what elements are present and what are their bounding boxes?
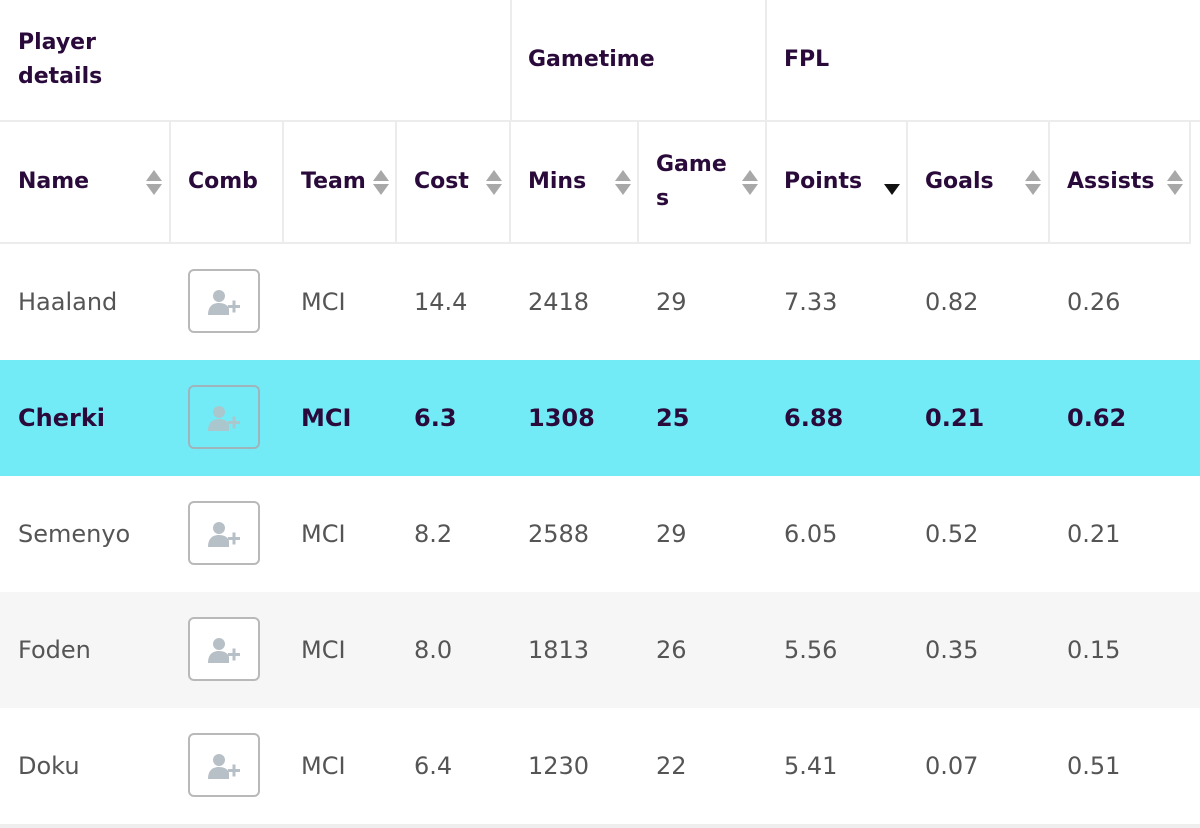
- group-player-details-label: Player details: [18, 30, 103, 89]
- column-header-cost[interactable]: Cost: [396, 122, 511, 244]
- goals-cell: 0.35: [925, 636, 979, 664]
- add-user-icon: [208, 754, 240, 779]
- add-player-button[interactable]: [188, 269, 260, 333]
- mins-cell: 1230: [528, 752, 590, 780]
- add-player-button[interactable]: [188, 385, 260, 449]
- points-cell: 5.56: [784, 636, 838, 664]
- sort-arrows-icon[interactable]: [146, 170, 162, 196]
- column-header-goals-label: Goals: [925, 169, 994, 194]
- points-cell: 6.05: [784, 520, 838, 548]
- add-player-button[interactable]: [188, 733, 260, 797]
- group-fpl: FPL: [766, 0, 1200, 122]
- player-name[interactable]: Doku: [18, 752, 80, 780]
- table-row[interactable]: Haaland MCI 14.4 2418 29 7.33 0.82 0.26: [0, 244, 1200, 360]
- column-header-name-label: Name: [18, 169, 90, 194]
- assists-cell: 0.15: [1067, 636, 1121, 664]
- column-header-assists[interactable]: Assists: [1049, 122, 1191, 244]
- column-header-games-label: Games: [656, 152, 727, 211]
- table-bottom-border: [0, 824, 1200, 828]
- player-name[interactable]: Cherki: [18, 404, 105, 432]
- goals-cell: 0.07: [925, 752, 979, 780]
- cost-cell: 6.3: [414, 404, 457, 432]
- mins-cell: 2418: [528, 288, 590, 316]
- column-header-games[interactable]: Games: [638, 122, 767, 244]
- sort-arrows-icon[interactable]: [486, 170, 502, 196]
- column-header-comb: Comb: [170, 122, 284, 244]
- player-name[interactable]: Foden: [18, 636, 91, 664]
- sort-arrows-icon[interactable]: [373, 170, 389, 196]
- goals-cell: 0.82: [925, 288, 979, 316]
- column-header-goals[interactable]: Goals: [907, 122, 1050, 244]
- games-cell: 25: [656, 404, 690, 432]
- sort-descending-icon[interactable]: [884, 170, 900, 196]
- games-cell: 26: [656, 636, 687, 664]
- table-row[interactable]: Foden MCI 8.0 1813 26 5.56 0.35 0.15: [0, 592, 1200, 708]
- cost-cell: 14.4: [414, 288, 468, 316]
- mins-cell: 1813: [528, 636, 590, 664]
- assists-cell: 0.62: [1067, 404, 1127, 432]
- sort-arrows-icon[interactable]: [742, 170, 758, 196]
- table-row-highlighted[interactable]: Cherki MCI 6.3 1308 25 6.88 0.21 0.62: [0, 360, 1200, 476]
- cost-cell: 8.2: [414, 520, 453, 548]
- team-cell: MCI: [301, 520, 346, 548]
- column-header-mins-label: Mins: [528, 169, 587, 194]
- goals-cell: 0.52: [925, 520, 979, 548]
- column-header-name[interactable]: Name: [0, 122, 171, 244]
- table-row[interactable]: Doku MCI 6.4 1230 22 5.41 0.07 0.51: [0, 708, 1200, 824]
- assists-cell: 0.21: [1067, 520, 1121, 548]
- column-header-team-label: Team: [301, 169, 366, 194]
- sort-arrows-icon[interactable]: [1025, 170, 1041, 196]
- points-cell: 7.33: [784, 288, 838, 316]
- team-cell: MCI: [301, 288, 346, 316]
- cost-cell: 8.0: [414, 636, 453, 664]
- assists-cell: 0.51: [1067, 752, 1121, 780]
- add-player-button[interactable]: [188, 501, 260, 565]
- column-header-assists-label: Assists: [1067, 169, 1155, 194]
- add-user-icon: [208, 522, 240, 547]
- sort-arrows-icon[interactable]: [1167, 170, 1183, 196]
- group-gametime-label: Gametime: [528, 47, 655, 72]
- column-header-team[interactable]: Team: [283, 122, 397, 244]
- sort-arrows-icon[interactable]: [615, 170, 631, 196]
- group-fpl-label: FPL: [784, 47, 830, 72]
- player-name[interactable]: Semenyo: [18, 520, 131, 548]
- add-player-button[interactable]: [188, 617, 260, 681]
- points-cell: 6.88: [784, 404, 844, 432]
- games-cell: 29: [656, 520, 687, 548]
- assists-cell: 0.26: [1067, 288, 1121, 316]
- mins-cell: 1308: [528, 404, 595, 432]
- group-gametime: Gametime: [510, 0, 767, 122]
- column-header-comb-label: Comb: [188, 169, 258, 194]
- column-header-points-label: Points: [784, 169, 863, 194]
- goals-cell: 0.21: [925, 404, 985, 432]
- add-user-icon: [208, 290, 240, 315]
- column-header-mins[interactable]: Mins: [510, 122, 639, 244]
- games-cell: 22: [656, 752, 687, 780]
- add-user-icon: [208, 406, 240, 431]
- games-cell: 29: [656, 288, 687, 316]
- team-cell: MCI: [301, 636, 346, 664]
- cost-cell: 6.4: [414, 752, 453, 780]
- column-header-points[interactable]: Points: [766, 122, 908, 244]
- team-cell: MCI: [301, 404, 352, 432]
- mins-cell: 2588: [528, 520, 590, 548]
- team-cell: MCI: [301, 752, 346, 780]
- group-player-details: Player details: [0, 0, 512, 122]
- points-cell: 5.41: [784, 752, 838, 780]
- add-user-icon: [208, 638, 240, 663]
- table-row[interactable]: Semenyo MCI 8.2 2588 29 6.05 0.52 0.21: [0, 476, 1200, 592]
- column-header-cost-label: Cost: [414, 169, 469, 194]
- player-name[interactable]: Haaland: [18, 288, 118, 316]
